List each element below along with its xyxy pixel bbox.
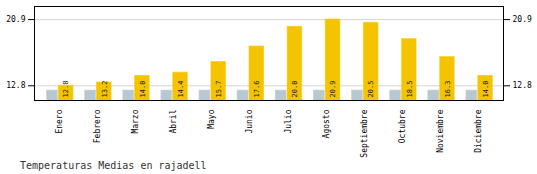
svg-text:Marzo: Marzo bbox=[131, 109, 140, 133]
svg-text:Octubre: Octubre bbox=[398, 109, 407, 143]
html-text:Temperaturas Medias en rajadel: Temperaturas Medias en rajadell bbox=[20, 160, 207, 171]
svg-text:20.5: 20.5 bbox=[367, 81, 375, 98]
svg-text:Diciembre: Diciembre bbox=[474, 109, 483, 153]
svg-text:Enero: Enero bbox=[55, 109, 64, 133]
svg-text:17.6: 17.6 bbox=[253, 81, 261, 98]
svg-text:20.0: 20.0 bbox=[291, 81, 299, 98]
svg-text:14.4: 14.4 bbox=[177, 81, 185, 98]
svg-text:Mayo: Mayo bbox=[207, 109, 216, 128]
svg-text:12.8: 12.8 bbox=[6, 81, 25, 90]
svg-text:20.9: 20.9 bbox=[513, 15, 532, 24]
svg-text:Abril: Abril bbox=[169, 109, 178, 133]
svg-text:14.0: 14.0 bbox=[482, 81, 490, 98]
svg-text:Noviembre: Noviembre bbox=[436, 109, 445, 153]
svg-text:18.5: 18.5 bbox=[406, 81, 414, 98]
svg-text:Junio: Junio bbox=[245, 109, 254, 133]
svg-text:Febrero: Febrero bbox=[93, 109, 102, 143]
svg-text:Agosto: Agosto bbox=[322, 109, 331, 138]
svg-text:Julio: Julio bbox=[284, 109, 293, 133]
svg-text:12.8: 12.8 bbox=[513, 81, 532, 90]
svg-text:20.9: 20.9 bbox=[6, 15, 25, 24]
svg-text:13.2: 13.2 bbox=[101, 81, 109, 98]
svg-text:12.8: 12.8 bbox=[62, 81, 70, 98]
svg-text:16.3: 16.3 bbox=[444, 81, 452, 98]
svg-text:20.9: 20.9 bbox=[329, 81, 337, 98]
svg-text:14.0: 14.0 bbox=[139, 81, 147, 98]
svg-text:15.7: 15.7 bbox=[215, 81, 223, 98]
svg-text:Septiembre: Septiembre bbox=[360, 109, 369, 157]
